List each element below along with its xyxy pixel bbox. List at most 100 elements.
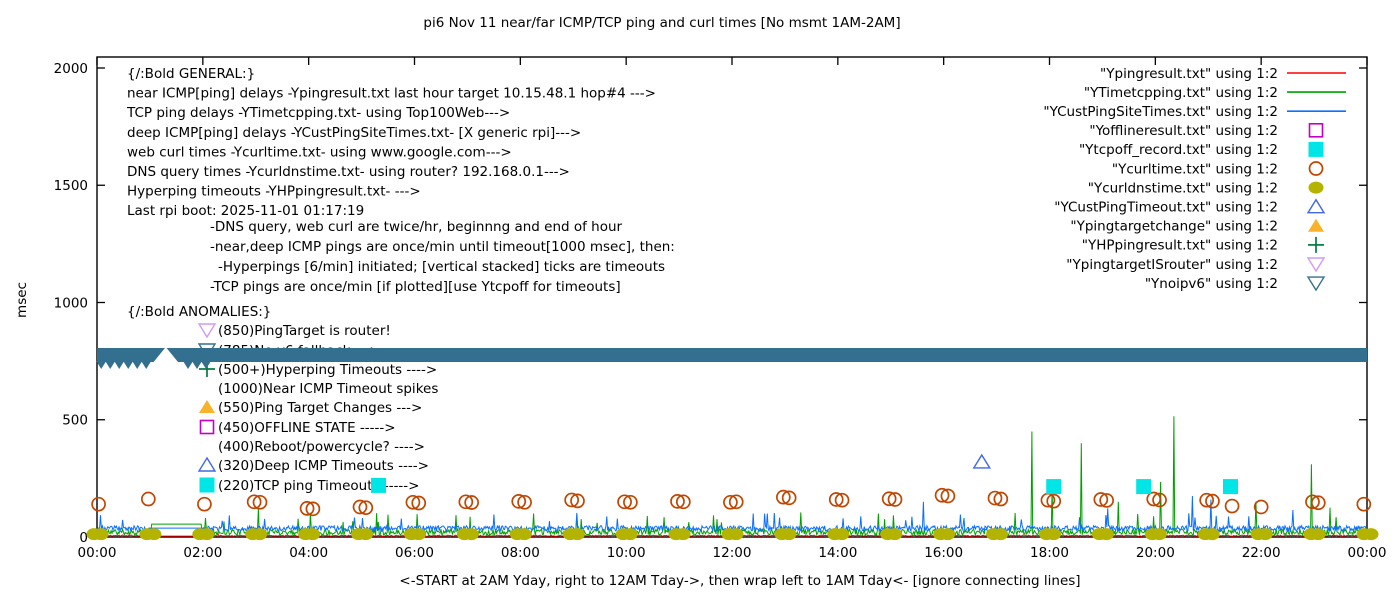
point-Ycurltime.txt xyxy=(775,489,791,505)
point-Ycurltime.txt xyxy=(299,501,315,516)
general-text-line: -Hyperpings [6/min] initiated; [vertical… xyxy=(218,259,665,275)
anomaly-line: (500+)Hyperping Timeouts ----> xyxy=(218,362,437,378)
general-text-line: TCP ping delays -YTimetcpping.txt- using… xyxy=(126,105,510,121)
legend-open-triangle-down-icon xyxy=(1306,276,1326,292)
x-tick-label: 06:00 xyxy=(395,545,434,561)
band-tooth xyxy=(183,361,194,369)
point-Ycurldnstime.txt xyxy=(463,528,479,541)
chart-title: pi6 Nov 11 near/far ICMP/TCP ping and cu… xyxy=(423,15,900,31)
y-tick-label: 1000 xyxy=(54,295,88,311)
point-Ytcpoff_record.txt xyxy=(1222,479,1238,495)
legend-layer: "Ypingresult.txt" using 1:2 "YTimetcpping… xyxy=(1043,66,1346,292)
band-tooth xyxy=(141,361,152,369)
point-Ycurltime.txt xyxy=(1152,492,1167,508)
legend-open-triangle-up-icon xyxy=(1306,198,1326,214)
point-Ycurldnstime.txt xyxy=(1098,528,1114,541)
point-Ycurltime.txt xyxy=(934,487,950,503)
point-Ycurltime.txt xyxy=(987,490,1003,506)
general-text-line: Last rpi boot: 2025-11-01 01:17:19 xyxy=(127,203,364,219)
legend-label: "Ytcpoff_record.txt" using 1:2 xyxy=(1079,142,1278,158)
y-axis-label: msec xyxy=(14,282,30,318)
filled-square-icon xyxy=(199,477,215,493)
point-Ycurltime.txt xyxy=(1224,498,1240,514)
point-Ytcpoff_record.txt xyxy=(371,477,387,493)
legend-label: "YCustPingTimeout.txt" using 1:2 xyxy=(1054,200,1278,216)
point-Ycurldnstime.txt xyxy=(1204,528,1220,541)
legend-filled-triangle-up-icon xyxy=(1308,218,1324,232)
point-Ycurldnstime.txt xyxy=(940,528,956,541)
x-tick-label: 04:00 xyxy=(289,545,328,561)
point-Ycurltime.txt xyxy=(993,491,1009,507)
point-Ycurltime.txt xyxy=(1093,492,1109,507)
point-Ycurldnstime.txt xyxy=(622,528,638,541)
anomaly-line: (1000)Near ICMP Timeout spikes xyxy=(218,381,438,397)
anomaly-line: (550)Ping Target Changes ---> xyxy=(218,400,422,416)
legend-label: "Yofflineresult.txt" using 1:2 xyxy=(1089,123,1278,139)
legend-label: "Ycurltime.txt" using 1:2 xyxy=(1112,161,1278,177)
point-Ycurltime.txt xyxy=(464,495,479,510)
x-tick-label: 18:00 xyxy=(1030,545,1069,561)
band-tooth xyxy=(96,361,107,369)
point-Ycurltime.txt xyxy=(1199,492,1215,508)
point-Ycurltime.txt xyxy=(617,494,632,510)
filled-triangle-up-icon xyxy=(199,400,215,413)
point-Ycurltime.txt xyxy=(511,494,527,509)
band-layer xyxy=(96,347,1367,369)
band-tooth xyxy=(105,361,116,369)
x-tick-label: 02:00 xyxy=(183,545,222,561)
legend-label: "YpingtargetISrouter" using 1:2 xyxy=(1066,257,1278,273)
legend-open-triangle-down-icon xyxy=(1306,257,1326,273)
point-Ycurldnstime.txt xyxy=(887,528,903,541)
point-Ycurltime.txt xyxy=(1310,495,1326,511)
point-Ycurldnstime.txt xyxy=(93,528,109,541)
anomaly-line: (450)OFFLINE STATE -----> xyxy=(218,420,396,436)
open-triangle-up-icon xyxy=(197,456,217,472)
x-axis-caption: <-START at 2AM Yday, right to 12AM Tday-… xyxy=(399,573,1080,589)
point-Ycurltime.txt xyxy=(458,494,474,510)
point-Ycurldnstime.txt xyxy=(1310,528,1326,541)
point-Ycurldnstime.txt xyxy=(305,528,321,541)
band-gap-wedge xyxy=(152,347,179,363)
y-tick-label: 1500 xyxy=(54,178,88,194)
band-tooth xyxy=(132,361,143,369)
point-Ycurltime.txt xyxy=(940,488,956,504)
point-Ycurltime.txt xyxy=(670,494,685,509)
noipv6-band xyxy=(97,348,1367,362)
x-tick-label: 00:00 xyxy=(78,545,117,561)
point-Ycurldnstime.txt xyxy=(411,528,426,541)
point-Ycurldnstime.txt xyxy=(781,528,797,541)
anomaly-line: (400)Reboot/powercycle? ----> xyxy=(218,439,425,455)
point-Ycurldnstime.txt xyxy=(569,528,585,541)
anomaly-line: {/:Bold ANOMALIES:} xyxy=(127,304,271,320)
legend-label: "YHPpingresult.txt" using 1:2 xyxy=(1082,238,1278,254)
point-Ycurltime.txt xyxy=(887,492,903,507)
y-tick-label: 2000 xyxy=(54,61,88,77)
point-Ycurldnstime.txt xyxy=(252,528,268,541)
point-Ycurltime.txt xyxy=(834,492,850,508)
point-Ycurltime.txt xyxy=(564,492,580,508)
band-tooth xyxy=(201,361,212,369)
point-Ycurldnstime.txt xyxy=(1257,528,1273,541)
legend-label: "Ynoipv6" using 1:2 xyxy=(1145,276,1278,292)
point-Ycurltime.txt xyxy=(728,494,744,510)
band-tooth xyxy=(123,361,134,369)
point-Ycurldnstime.txt xyxy=(1363,528,1379,541)
series-line-YCustPingSiteTimes.txt xyxy=(96,495,1368,533)
general-text-line: {/:Bold GENERAL:} xyxy=(127,66,255,82)
point-Ycurldnstime.txt xyxy=(516,528,532,541)
point-Ytcpoff_record.txt xyxy=(1046,479,1062,495)
point-Ycurltime.txt xyxy=(305,501,321,517)
x-tick-label: 00:00 xyxy=(1348,545,1387,561)
open-square-icon xyxy=(199,419,215,435)
general-text-line: -TCP pings are once/min [if plotted][use… xyxy=(210,279,621,295)
point-Ycurltime.txt xyxy=(411,495,427,511)
band-tooth xyxy=(114,361,125,369)
point-Ycurltime.txt xyxy=(246,494,262,510)
point-Ycurltime.txt xyxy=(1253,499,1269,515)
point-Ycurltime.txt xyxy=(1046,493,1062,509)
point-Ycurltime.txt xyxy=(1305,494,1320,510)
point-Ytcpoff_record.txt xyxy=(1136,479,1152,495)
point-Ycurltime.txt xyxy=(1205,493,1220,509)
x-tick-label: 20:00 xyxy=(1136,545,1175,561)
series-layer xyxy=(86,416,1379,541)
